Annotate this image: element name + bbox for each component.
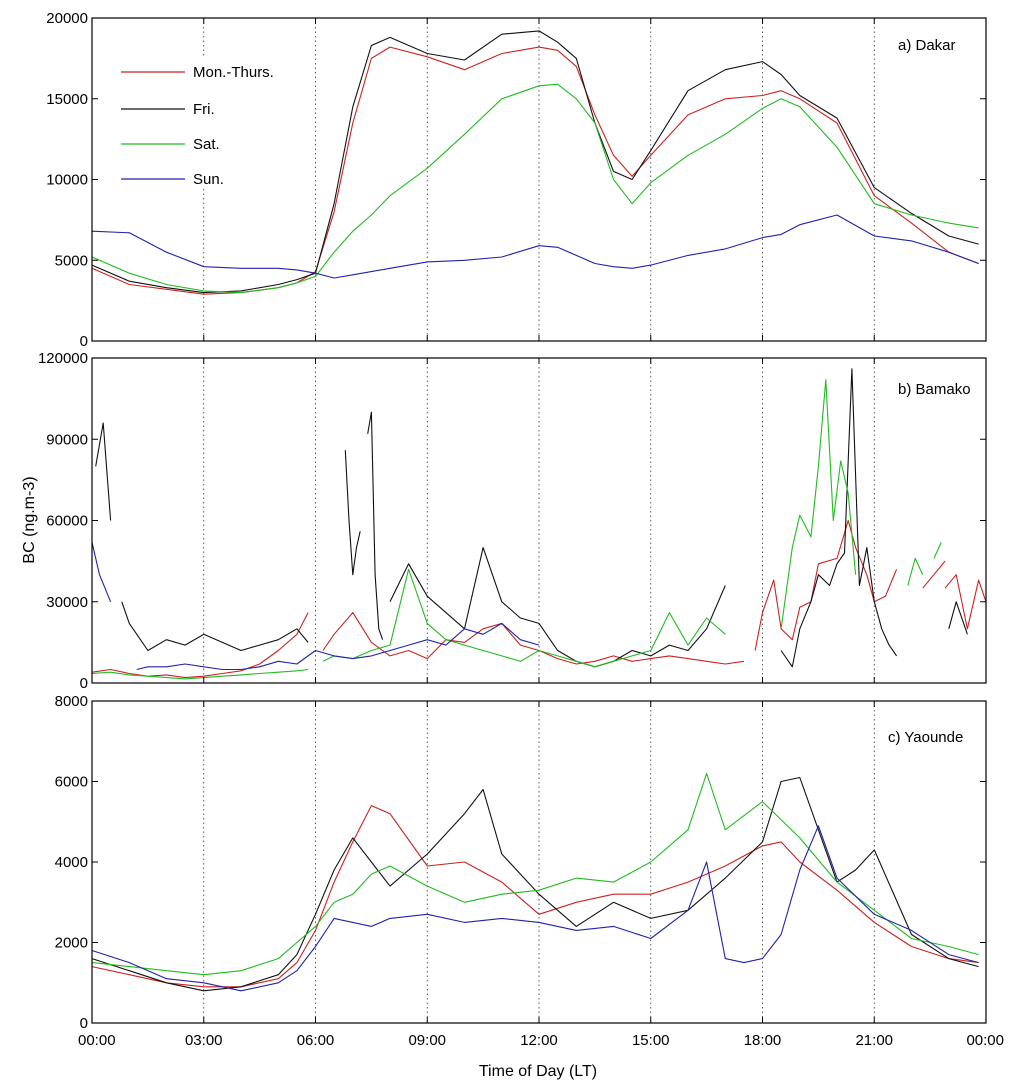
yaounde-ytick-label: 0 <box>80 1015 88 1032</box>
yaounde-ytick-label: 6000 <box>55 774 88 791</box>
bamako-ytick-label: 0 <box>80 675 88 692</box>
bamako-series-mon-thurs <box>922 560 946 589</box>
x-axis-label: Time of Day (LT) <box>479 1063 597 1080</box>
yaounde-xtick-label: 15:00 <box>632 1032 670 1049</box>
panel-title-bamako: b) Bamako <box>898 381 971 398</box>
dakar-ytick-label: 20000 <box>46 10 88 27</box>
legend-background <box>118 56 288 186</box>
bamako-series-fri <box>367 411 384 640</box>
bamako-series-mon-thurs <box>944 574 987 630</box>
dakar-series-sun <box>91 214 979 279</box>
bamako-series-fri <box>95 422 112 521</box>
dakar-ytick-label: 10000 <box>46 172 88 189</box>
legend-label-sat: Sat. <box>193 136 220 153</box>
dakar-series-fri <box>91 30 979 294</box>
panel-yaounde: 0 2000 4000 6000 8000 00:00 03:00 06:00 09:00 12:… <box>55 693 1004 1049</box>
yaounde-ytick-label: 8000 <box>55 693 88 710</box>
legend-label-mon-thurs: Mon.-Thurs. <box>193 64 274 81</box>
bamako-series-mon-thurs <box>754 519 898 651</box>
yaounde-xtick-label: 06:00 <box>297 1032 335 1049</box>
bamako-series-fri <box>780 368 898 668</box>
dakar-series-sat <box>91 83 979 294</box>
bamako-series-sat <box>907 557 924 586</box>
yaounde-series-mon-thurs <box>91 805 979 988</box>
dakar-ytick-label: 15000 <box>46 91 88 108</box>
dakar-ytick-label: 5000 <box>55 252 88 269</box>
bamako-series-sat <box>933 541 942 559</box>
panel-title-dakar: a) Dakar <box>898 37 956 54</box>
bamako-series-fri <box>389 547 726 668</box>
yaounde-xtick-label: 09:00 <box>408 1032 446 1049</box>
bamako-series-fri <box>121 601 309 652</box>
bamako-series-sat <box>780 379 857 629</box>
yaounde-series-sun <box>91 825 979 992</box>
yaounde-xtick-label: 12:00 <box>520 1032 558 1049</box>
legend: Mon.-Thurs. Fri. Sat. Sun. <box>118 56 288 188</box>
yaounde-xtick-label: 00:00 <box>78 1032 116 1049</box>
panel-bamako: 0 30000 60000 90000 120000 <box>38 350 987 692</box>
bamako-series-mon-thurs <box>91 612 309 679</box>
yaounde-xtick-label: 21:00 <box>855 1032 893 1049</box>
bamako-ytick-label: 90000 <box>46 431 88 448</box>
yaounde-xtick-label: 00:00 <box>966 1032 1004 1049</box>
yaounde-xtick-label: 03:00 <box>185 1032 223 1049</box>
bamako-ytick-label: 120000 <box>38 350 88 367</box>
yaounde-ytick-label: 2000 <box>55 935 88 952</box>
panel-dakar: 0 5000 10000 15000 20000 <box>46 10 987 350</box>
dakar-ytick-label: 0 <box>80 333 88 350</box>
yaounde-ytick-label: 4000 <box>55 854 88 871</box>
panel-title-yaounde: c) Yaounde <box>888 729 963 746</box>
bamako-series-mon-thurs <box>322 612 744 665</box>
bamako-series-sun <box>91 542 112 603</box>
legend-label-sun: Sun. <box>193 171 224 188</box>
yaounde-series-sat <box>91 772 979 976</box>
bamako-ytick-label: 30000 <box>46 594 88 611</box>
bamako-series-sat <box>322 568 726 668</box>
legend-label-fri: Fri. <box>193 101 215 118</box>
bamako-series-sun <box>136 622 540 671</box>
yaounde-xtick-label: 18:00 <box>744 1032 782 1049</box>
bamako-series-fri <box>344 450 361 576</box>
y-axis-label: BC (ng.m-3) <box>21 476 38 563</box>
bamako-series-fri <box>948 601 968 635</box>
bamako-ytick-label: 60000 <box>46 513 88 530</box>
